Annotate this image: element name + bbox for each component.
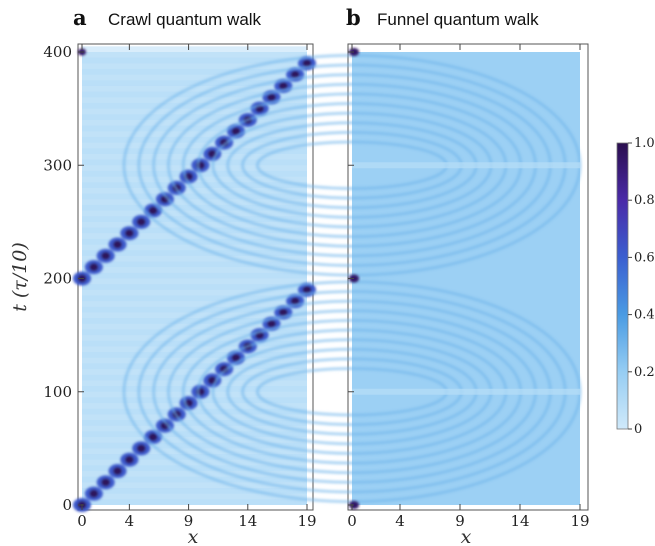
panel-a-letter: a [73,5,87,30]
heatmap-band [82,91,307,98]
x-tick-label: 4 [125,512,135,530]
heatmap-background [352,52,580,505]
peak-point [278,308,288,317]
heatmap-band [82,408,307,415]
peak-point [136,444,146,453]
colorbar-tick-label: 0.6 [634,250,655,265]
panel-b-title: Funnel quantum walk [377,10,539,29]
x-tick-label: 19 [297,512,316,530]
heatmap-band [82,329,307,336]
colorbar-gradient [616,142,629,430]
peak-point [148,206,158,215]
heatmap-band [82,476,307,483]
peak-point [113,240,123,249]
peak-point [231,127,241,136]
heatmap-band [82,125,307,132]
heatmap-band [82,148,307,154]
y-tick-label: 400 [43,43,72,61]
peak-point [278,81,288,90]
panel-b-axes: 0 4 9 14 19 [347,44,590,530]
heatmap-band [82,488,307,494]
heatmap-band [82,250,307,256]
peak-point [136,217,146,226]
heatmap-band [82,306,307,313]
heatmap-band [82,80,307,86]
panel-b-letter: b [346,5,361,30]
heatmap-band [82,352,307,358]
peak-point [148,433,158,442]
x-tick-label: 0 [347,512,357,530]
x-tick-label: 4 [395,512,405,530]
panel-b-heatmap [122,48,582,509]
colorbar-ticks: 0 0.2 0.4 0.6 0.8 1.0 [628,136,655,437]
heatmap-band [82,420,307,426]
heatmap-band [82,318,307,324]
x-axis-label-a: x [188,526,199,546]
colorbar-tick-label: 0.4 [634,308,655,323]
peak-point [266,93,276,102]
funnel-band [352,388,580,395]
colorbar: 0 0.2 0.4 0.6 0.8 1.0 [616,136,655,437]
heatmap-band [82,340,307,347]
heatmap-band [82,182,307,188]
panel-b: b Funnel quantum walk 0 4 9 14 19 [122,5,590,530]
x-axis-label-b: x [461,526,472,546]
colorbar-tick-label: 1.0 [634,136,655,151]
y-axis-label: t (τ/10) [9,242,31,312]
heatmap-band [82,227,307,234]
heatmap-band [82,295,307,302]
colorbar-tick-label: 0.2 [634,365,655,380]
heatmap-band [82,57,307,64]
peak-point [89,263,99,272]
x-tick-label: 19 [570,512,589,530]
x-tick-label: 0 [77,512,87,530]
colorbar-tick-label: 0 [634,422,642,437]
y-tick-label: 200 [43,270,72,288]
peak-point [266,319,276,328]
x-tick-label: 14 [510,512,529,530]
heatmap-band [82,68,307,75]
y-tick-label: 0 [62,496,72,514]
y-tick-label: 300 [43,156,72,174]
peak-point [124,229,134,238]
x-tick-label: 9 [455,512,465,530]
peak-point [302,59,312,68]
panel-a-heatmap [73,46,316,512]
y-tick-label: 100 [43,383,72,401]
peak-point [113,467,123,476]
panel-a-title: Crawl quantum walk [108,10,262,29]
heatmap-band [82,272,307,279]
heatmap-band [82,193,307,200]
x-tick-label: 14 [238,512,257,530]
x-tick-label: 9 [184,512,194,530]
funnel-band [352,162,580,169]
peak-point [302,285,312,294]
peak-point [101,478,111,487]
heatmap-band [82,374,307,381]
heatmap-band [82,114,307,120]
peak-point [124,455,134,464]
panel-a-axes: 0 4 9 14 19 0 100 200 300 400 [43,43,316,530]
heatmap-band [82,499,307,505]
heatmap-band [82,465,307,472]
heatmap-band [82,284,307,290]
heatmap-band [82,454,307,460]
peak-point [89,489,99,498]
heatmap-band [82,261,307,268]
heatmap-band [82,102,307,109]
peak-point [101,251,111,260]
heatmap-band [82,238,307,245]
peak-point [231,353,241,362]
colorbar-tick-label: 0.8 [634,193,655,208]
heatmap-band [82,46,307,52]
